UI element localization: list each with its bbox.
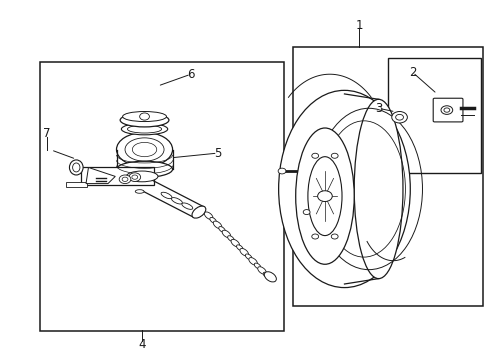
Ellipse shape: [192, 206, 205, 218]
Ellipse shape: [204, 212, 212, 220]
Bar: [40, 62, 283, 330]
Text: 1: 1: [355, 19, 362, 32]
Circle shape: [140, 113, 149, 120]
Circle shape: [330, 234, 337, 239]
Ellipse shape: [120, 113, 168, 127]
Ellipse shape: [73, 163, 80, 172]
Ellipse shape: [213, 221, 222, 229]
Ellipse shape: [116, 161, 172, 177]
Ellipse shape: [161, 192, 172, 199]
Ellipse shape: [353, 99, 402, 279]
Ellipse shape: [236, 245, 243, 251]
Circle shape: [129, 173, 141, 181]
Ellipse shape: [257, 267, 266, 274]
Ellipse shape: [254, 263, 260, 269]
Ellipse shape: [295, 128, 353, 264]
Circle shape: [311, 234, 318, 239]
Text: 5: 5: [214, 147, 221, 159]
Text: 2: 2: [408, 66, 416, 79]
Ellipse shape: [218, 226, 225, 232]
Circle shape: [317, 191, 331, 202]
Ellipse shape: [135, 190, 144, 193]
Circle shape: [395, 114, 403, 120]
Circle shape: [440, 106, 452, 114]
Ellipse shape: [171, 198, 182, 204]
Ellipse shape: [209, 217, 216, 223]
Circle shape: [443, 108, 449, 112]
Text: 4: 4: [138, 338, 145, 351]
Ellipse shape: [122, 112, 166, 122]
Ellipse shape: [248, 258, 257, 265]
Ellipse shape: [231, 239, 239, 247]
Text: 3: 3: [374, 102, 382, 115]
Ellipse shape: [227, 236, 234, 241]
Circle shape: [278, 168, 285, 174]
Text: 7: 7: [43, 127, 51, 140]
Circle shape: [303, 210, 309, 215]
Bar: [387, 58, 480, 173]
Ellipse shape: [116, 132, 172, 167]
Ellipse shape: [69, 160, 83, 175]
Ellipse shape: [126, 171, 158, 182]
Ellipse shape: [127, 125, 161, 133]
Ellipse shape: [240, 248, 248, 256]
Ellipse shape: [245, 254, 251, 260]
Text: 6: 6: [187, 68, 194, 81]
Circle shape: [122, 177, 128, 181]
Ellipse shape: [307, 157, 341, 235]
Polygon shape: [86, 167, 115, 184]
Ellipse shape: [278, 90, 409, 288]
Circle shape: [132, 175, 138, 179]
Ellipse shape: [222, 230, 230, 238]
Circle shape: [119, 175, 131, 184]
Bar: [293, 47, 483, 306]
Circle shape: [391, 112, 407, 123]
Polygon shape: [81, 167, 154, 185]
Circle shape: [311, 153, 318, 158]
Bar: [65, 182, 87, 187]
Ellipse shape: [263, 272, 269, 278]
Ellipse shape: [121, 123, 167, 135]
Ellipse shape: [182, 203, 192, 210]
Ellipse shape: [264, 272, 276, 282]
FancyBboxPatch shape: [432, 98, 462, 122]
Circle shape: [330, 153, 337, 158]
